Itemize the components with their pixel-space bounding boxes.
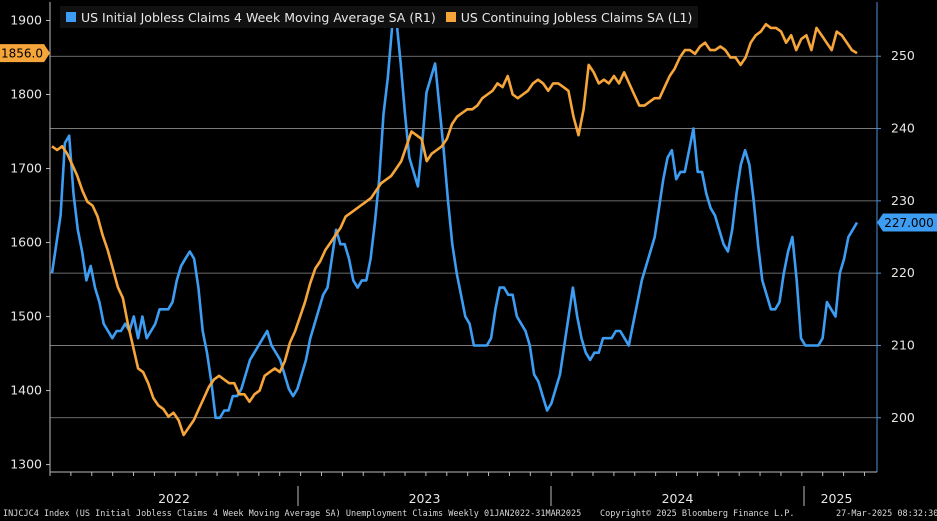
last-value-label-right: 227.000: [884, 216, 934, 230]
legend-item-initial-claims[interactable]: US Initial Jobless Claims 4 Week Moving …: [66, 10, 436, 25]
right-tick-label: 240: [891, 121, 915, 136]
left-tick-label: 1700: [10, 161, 42, 176]
left-tick-label: 1300: [10, 457, 42, 472]
x-tick-label: 2022: [158, 491, 190, 506]
right-tick-label: 250: [891, 48, 915, 63]
legend-item-continuing-claims[interactable]: US Continuing Jobless Claims SA (L1): [445, 9, 693, 25]
right-tick-label: 210: [891, 337, 915, 352]
x-tick-label: 2023: [409, 491, 441, 506]
footer-bar: INJCJC4 Index (US Initial Jobless Claims…: [0, 506, 937, 521]
x-tick-label: 2025: [821, 491, 853, 506]
left-tick-label: 1500: [10, 309, 42, 324]
legend-swatch-blue: [66, 12, 76, 22]
series-line-continuing-claims: [51, 22, 858, 437]
series-line-initial-claims: [50, 18, 859, 420]
last-value-flag-right: [877, 213, 937, 232]
x-tick-label: 2024: [662, 491, 694, 506]
left-tick-label: 1800: [10, 87, 42, 102]
legend-swatch-orange: [445, 12, 456, 22]
chart-legend: US Initial Jobless Claims 4 Week Moving …: [60, 6, 699, 28]
right-tick-label: 220: [891, 265, 915, 280]
right-tick-label: 230: [891, 193, 915, 208]
left-tick-label: 1600: [10, 235, 42, 250]
footer-security-description: INJCJC4 Index (US Initial Jobless Claims…: [3, 509, 582, 519]
last-value-flag-left: [0, 44, 50, 63]
legend-label-continuing-claims: US Continuing Jobless Claims SA (L1): [460, 9, 693, 25]
last-value-label-left: 1856.0: [1, 47, 43, 61]
legend-label-initial-claims: US Initial Jobless Claims 4 Week Moving …: [81, 9, 436, 25]
right-tick-label: 200: [891, 410, 915, 425]
left-tick-label: 1400: [10, 383, 42, 398]
left-tick-label: 1900: [10, 13, 42, 28]
footer-timestamp: 27-Mar-2025 08:32:30: [836, 509, 937, 519]
footer-copyright: Copyright© 2025 Bloomberg Finance L.P.: [600, 509, 795, 519]
